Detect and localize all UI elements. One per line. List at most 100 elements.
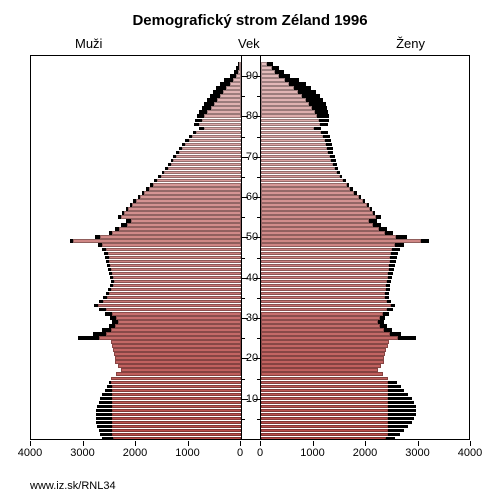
male-bar: [111, 328, 241, 332]
footer-text: www.iz.sk/RNL34: [30, 480, 116, 492]
y-tick: [257, 137, 260, 138]
female-bar: [261, 167, 335, 171]
male-bar: [136, 199, 241, 203]
female-bar: [261, 421, 388, 425]
male-bar: [112, 393, 241, 397]
x-tick: [135, 441, 136, 446]
male-bar: [214, 102, 241, 106]
female-bar: [261, 187, 350, 191]
female-bar: [261, 223, 373, 227]
male-bar: [111, 377, 241, 381]
male-bar: [127, 223, 241, 227]
male-bar: [112, 409, 241, 413]
female-bar: [261, 70, 275, 74]
male-bar: [115, 356, 241, 360]
male-bar: [217, 98, 241, 102]
male-bar: [111, 268, 241, 272]
male-bar: [112, 397, 241, 401]
y-axis-label: 70: [242, 151, 262, 163]
female-bar: [261, 312, 383, 316]
female-bar: [261, 131, 321, 135]
y-tick: [242, 338, 245, 339]
male-bar: [128, 207, 241, 211]
female-bar: [261, 183, 347, 187]
female-bar: [261, 417, 388, 421]
female-bar: [261, 364, 381, 368]
y-axis-label: 90: [242, 70, 262, 82]
male-bar: [106, 332, 241, 336]
male-bar: [109, 256, 241, 260]
y-tick: [242, 96, 245, 97]
female-bar: [261, 94, 302, 98]
male-bar: [202, 119, 241, 123]
y-axis-label: 50: [242, 231, 262, 243]
female-bar: [261, 163, 333, 167]
male-bar: [161, 175, 241, 179]
male-bar: [176, 155, 241, 159]
y-tick: [257, 379, 260, 380]
female-bar: [261, 260, 390, 264]
female-bar: [261, 147, 327, 151]
female-bar: [261, 110, 315, 114]
x-axis: 0010001000200020003000300040004000: [30, 441, 470, 471]
female-bar: [261, 195, 359, 199]
female-bar: [261, 102, 309, 106]
male-bar: [112, 401, 241, 405]
male-bar: [204, 114, 241, 118]
male-bar: [107, 296, 241, 300]
label-male: Muži: [75, 36, 102, 51]
male-bar: [230, 82, 241, 86]
male-bar: [106, 248, 241, 252]
female-bar: [261, 155, 330, 159]
y-tick: [242, 419, 245, 420]
male-bar: [211, 106, 241, 110]
female-bar: [261, 215, 376, 219]
female-bar: [261, 227, 379, 231]
male-bar: [111, 340, 241, 344]
x-axis-label: 4000: [18, 447, 42, 459]
female-bar: [261, 175, 340, 179]
female-bar: [261, 119, 319, 123]
y-tick: [257, 96, 260, 97]
y-axis-label: 20: [242, 352, 262, 364]
female-bar: [261, 78, 285, 82]
male-bar: [121, 368, 241, 372]
female-bar: [261, 203, 367, 207]
x-tick: [313, 441, 314, 446]
female-bar: [261, 159, 331, 163]
y-tick: [257, 258, 260, 259]
y-tick: [257, 177, 260, 178]
female-bar: [261, 308, 387, 312]
female-bar: [261, 114, 317, 118]
y-tick: [257, 298, 260, 299]
female-bar: [261, 328, 384, 332]
female-bar: [261, 74, 279, 78]
female-bar: [261, 324, 380, 328]
male-bar: [99, 336, 241, 340]
male-bar: [204, 127, 241, 131]
female-bar: [261, 239, 421, 243]
female-bar: [261, 316, 380, 320]
female-bar: [261, 284, 386, 288]
male-bar: [115, 360, 241, 364]
male-bar: [112, 389, 241, 393]
female-bar: [261, 304, 391, 308]
female-bar: [261, 248, 392, 252]
male-bar: [112, 417, 241, 421]
y-tick: [242, 177, 245, 178]
male-bar: [153, 183, 241, 187]
x-tick: [418, 441, 419, 446]
male-bar: [106, 308, 241, 312]
male-bar: [112, 413, 241, 417]
x-axis-label: 2000: [123, 447, 147, 459]
male-bar: [118, 320, 241, 324]
male-bar: [114, 280, 241, 284]
female-bar: [261, 243, 395, 247]
female-bar: [261, 368, 378, 372]
x-axis-label: 0: [237, 447, 243, 459]
x-tick: [470, 441, 471, 446]
x-axis-label: 3000: [70, 447, 94, 459]
male-bar: [112, 385, 241, 389]
x-tick: [30, 441, 31, 446]
female-bar: [261, 409, 388, 413]
